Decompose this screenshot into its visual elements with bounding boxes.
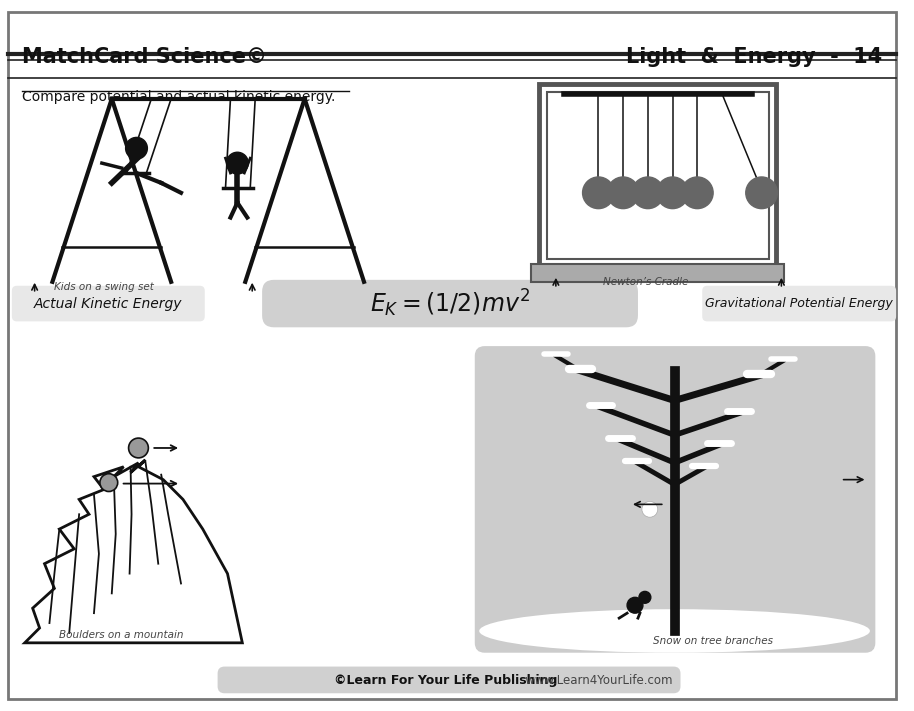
Circle shape [227,152,249,174]
Text: Snow on tree branches: Snow on tree branches [653,636,773,646]
Text: www.Learn4YourLife.com: www.Learn4YourLife.com [515,674,673,687]
Circle shape [682,177,713,208]
Text: Actual Kinetic Energy: Actual Kinetic Energy [34,296,182,311]
Circle shape [100,474,118,491]
Circle shape [582,177,614,208]
FancyBboxPatch shape [262,280,638,327]
Text: $E_K = (1/2)mv^2$: $E_K = (1/2)mv^2$ [370,288,530,319]
Bar [539,84,776,267]
Text: Newton’s Cradle: Newton’s Cradle [603,277,689,287]
Ellipse shape [479,609,870,653]
Bar [531,264,784,282]
Circle shape [125,137,147,159]
Circle shape [642,501,658,517]
Text: Gravitational Potential Energy: Gravitational Potential Energy [706,297,893,310]
Text: Boulders on a mountain: Boulders on a mountain [59,630,184,640]
Text: ©Learn For Your Life Publishing: ©Learn For Your Life Publishing [335,674,558,687]
FancyBboxPatch shape [218,667,681,693]
FancyBboxPatch shape [12,286,205,321]
Text: Compare potential and actual kinetic energy.: Compare potential and actual kinetic ene… [22,90,335,104]
Circle shape [657,177,688,208]
Bar [547,92,769,259]
Circle shape [746,177,778,208]
FancyBboxPatch shape [474,346,876,653]
Circle shape [129,438,148,458]
Circle shape [607,177,639,208]
Text: Light  &  Energy  -  14: Light & Energy - 14 [626,47,882,67]
Text: Kids on a swing set: Kids on a swing set [55,282,154,292]
FancyBboxPatch shape [702,286,896,321]
Circle shape [632,177,664,208]
Text: MatchCard Science©: MatchCard Science© [22,47,267,67]
Circle shape [627,597,643,613]
Circle shape [639,592,651,603]
Polygon shape [25,460,242,643]
